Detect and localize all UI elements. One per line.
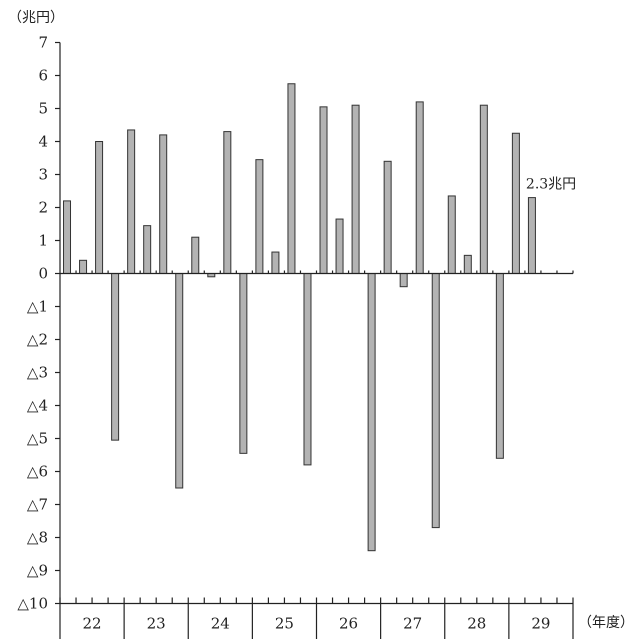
bar [383,160,392,274]
x-category-label: 29 [531,615,550,633]
bar [191,236,200,274]
bar [415,101,424,275]
bar [463,254,472,275]
bar [527,197,536,275]
bar [255,159,264,274]
y-tick-label: △7 [27,496,48,514]
y-tick-label: 7 [38,34,48,52]
bar [159,134,168,274]
bar [271,251,280,275]
x-category-label: 23 [147,615,166,633]
y-tick-label: △8 [27,529,48,547]
y-tick-label: 4 [38,133,48,151]
bar [351,104,360,274]
annotation-label: 2.3兆円 [526,177,576,193]
bar [367,273,376,552]
bar [143,225,152,274]
y-tick-label: △2 [27,331,48,349]
bar [95,141,104,274]
bar [63,200,72,274]
labels-layer: 7 6 5 4 3 2 1 0 △1 △2 △3 △4 △5 △6 △7 △8 △9 △10 22 23 24 25 26 2… [17,34,576,633]
y-tick-label: △1 [27,298,48,316]
bar [111,273,120,441]
bar [495,273,504,459]
y-tick-label: △10 [17,595,48,613]
bar [127,129,136,274]
x-category-label: 26 [339,615,358,633]
bars-layer [63,83,536,552]
bar [431,273,440,529]
x-category-label: 22 [83,615,102,633]
y-tick-label: △6 [27,463,48,481]
bar [319,106,328,274]
x-category-label: 27 [403,615,422,633]
bar [479,104,488,274]
y-tick-label: 5 [38,100,48,118]
x-category-label: 24 [211,615,230,633]
y-tick-label: △4 [27,397,48,415]
y-tick-label: 0 [38,265,48,283]
x-category-label: 25 [275,615,294,633]
bar [175,273,184,489]
bar [303,273,312,466]
bar [239,273,248,454]
bar [399,273,408,288]
y-tick-label: △9 [27,562,48,580]
y-tick-label: 2 [38,199,48,217]
bar [447,195,456,274]
x-axis-unit-label: （年度） [578,615,634,631]
y-tick-label: △5 [27,430,48,448]
y-tick-label: 6 [38,67,48,85]
y-tick-label: △3 [27,364,48,382]
bar [79,259,88,274]
bar [511,132,520,274]
x-category-label: 28 [467,615,486,633]
y-tick-label: 1 [38,232,48,250]
bar [287,83,296,274]
axes-layer [55,41,574,639]
bar [335,218,344,275]
y-tick-label: 3 [38,166,48,184]
y-axis-unit-label: （兆円） [8,10,64,26]
bar [223,131,232,274]
